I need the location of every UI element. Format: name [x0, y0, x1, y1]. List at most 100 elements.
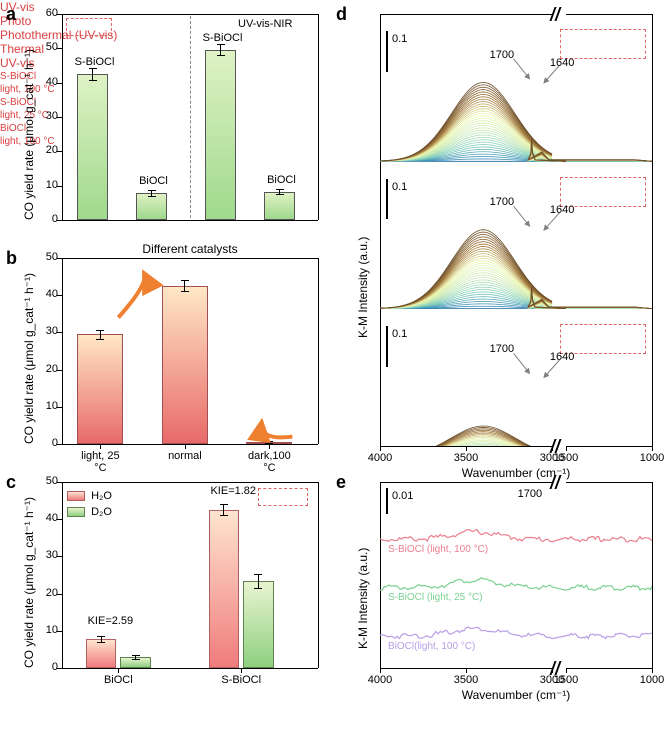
- plot-border: [652, 482, 653, 668]
- x-axis-seg: [566, 668, 652, 669]
- bar: [77, 74, 108, 220]
- error-cap: [148, 190, 156, 191]
- error-cap: [217, 44, 225, 45]
- y-axis: [62, 14, 63, 220]
- x-tick: [566, 446, 567, 451]
- plot-border: [62, 482, 318, 483]
- scale-bar-label: 0.1: [392, 181, 407, 193]
- x-tick-label: BiOCl: [92, 674, 144, 686]
- spectra-svg: [380, 14, 652, 446]
- error-cap: [148, 196, 156, 197]
- x-tick: [466, 668, 467, 673]
- peak-label-1700: 1700: [518, 488, 542, 500]
- uv-vis-label: UV-vis: [0, 0, 666, 14]
- error-cap: [97, 642, 105, 643]
- error-cap: [276, 194, 284, 195]
- subpanel-label-box: [560, 29, 646, 59]
- x-tick: [380, 446, 381, 451]
- x-tick-label: 4000: [360, 674, 400, 686]
- x-axis-title: Different catalysts: [62, 242, 318, 256]
- divider: [190, 16, 191, 218]
- error-cap: [276, 189, 284, 190]
- error-bar: [92, 68, 93, 80]
- x-tick: [652, 668, 653, 673]
- x-tick: [269, 444, 270, 449]
- x-tick: [466, 446, 467, 451]
- bar: [205, 50, 236, 220]
- peak-label-1700: 1700: [490, 49, 514, 61]
- x-tick-label: 1500: [546, 674, 586, 686]
- x-tick-label: 1000: [632, 674, 666, 686]
- x-tick: [566, 668, 567, 673]
- x-tick-label: 3500: [446, 674, 486, 686]
- peak-label-1640: 1640: [550, 204, 574, 216]
- x-tick-label: S-BiOCl: [215, 674, 267, 686]
- uv-vis-box: [258, 488, 308, 506]
- arrows: [62, 258, 318, 444]
- x-axis-title: Wavenumber (cm⁻¹): [380, 466, 652, 480]
- error-cap: [132, 659, 140, 660]
- x-tick-label: normal: [159, 450, 211, 462]
- scale-bar: [386, 326, 388, 367]
- x-axis-seg: [566, 446, 652, 447]
- y-axis-title: CO yield rate (μmol g_cat⁻¹ h⁻¹): [22, 497, 36, 668]
- error-cap: [89, 80, 97, 81]
- y-tick-label: 50: [28, 475, 58, 487]
- x-axis: [62, 668, 318, 669]
- error-bar: [223, 504, 224, 514]
- bar: [136, 193, 167, 220]
- x-tick: [118, 668, 119, 673]
- bar: [209, 510, 240, 668]
- plot-border: [652, 14, 653, 446]
- x-tick: [552, 446, 553, 451]
- x-tick-label: dark,100 °C: [243, 450, 295, 474]
- x-tick-label: 3500: [446, 452, 486, 464]
- error-cap: [97, 636, 105, 637]
- x-tick: [552, 668, 553, 673]
- x-tick: [380, 668, 381, 673]
- panel-label-b: b: [6, 248, 17, 269]
- bar: [243, 581, 274, 668]
- error-cap: [220, 504, 228, 505]
- error-bar: [258, 574, 259, 589]
- y-axis-title: K-M Intensity (a.u.): [356, 548, 370, 649]
- legend-swatch: [67, 507, 85, 517]
- legend-label: D₂O: [91, 506, 112, 518]
- plot-border: [318, 258, 319, 444]
- x-axis-title: Wavenumber (cm⁻¹): [380, 688, 652, 702]
- kie-label: KIE=2.59: [88, 615, 134, 627]
- error-cap: [220, 515, 228, 516]
- legend-label: H₂O: [91, 490, 112, 502]
- plot-border: [318, 482, 319, 668]
- error-cap: [254, 588, 262, 589]
- plot-border: [318, 14, 319, 220]
- error-bar: [220, 44, 221, 55]
- bar-label: BiOCl: [123, 175, 183, 187]
- legend-swatch: [67, 491, 85, 501]
- scale-bar: [386, 31, 388, 72]
- x-tick-label: light, 25 °C: [74, 450, 126, 474]
- panel-label-a: a: [6, 4, 16, 25]
- peak-label-1700: 1700: [490, 343, 514, 355]
- x-tick: [100, 444, 101, 449]
- bar-label: S-BiOCl: [193, 32, 253, 44]
- x-tick: [241, 668, 242, 673]
- peak-label-1640: 1640: [550, 351, 574, 363]
- trace-label: S-BiOCl (light, 25 °C): [388, 592, 483, 603]
- kie-label: KIE=1.82: [210, 485, 256, 497]
- y-axis-title: K-M Intensity (a.u.): [356, 237, 370, 338]
- uv-vis-box: [66, 18, 112, 36]
- bar-label: BiOCl: [251, 174, 311, 186]
- subpanel-label-box: [560, 177, 646, 207]
- trace-label: S-BiOCl (light, 100 °C): [388, 544, 488, 555]
- x-tick: [185, 444, 186, 449]
- peak-label-1700: 1700: [490, 196, 514, 208]
- scale-bar: [386, 179, 388, 220]
- x-tick: [652, 446, 653, 451]
- y-tick-label: 50: [28, 251, 58, 263]
- panel-label-d: d: [336, 4, 347, 25]
- plot-border: [62, 14, 318, 15]
- subpanel-label-box: [560, 324, 646, 354]
- peak-label-1640: 1640: [550, 57, 574, 69]
- error-cap: [254, 574, 262, 575]
